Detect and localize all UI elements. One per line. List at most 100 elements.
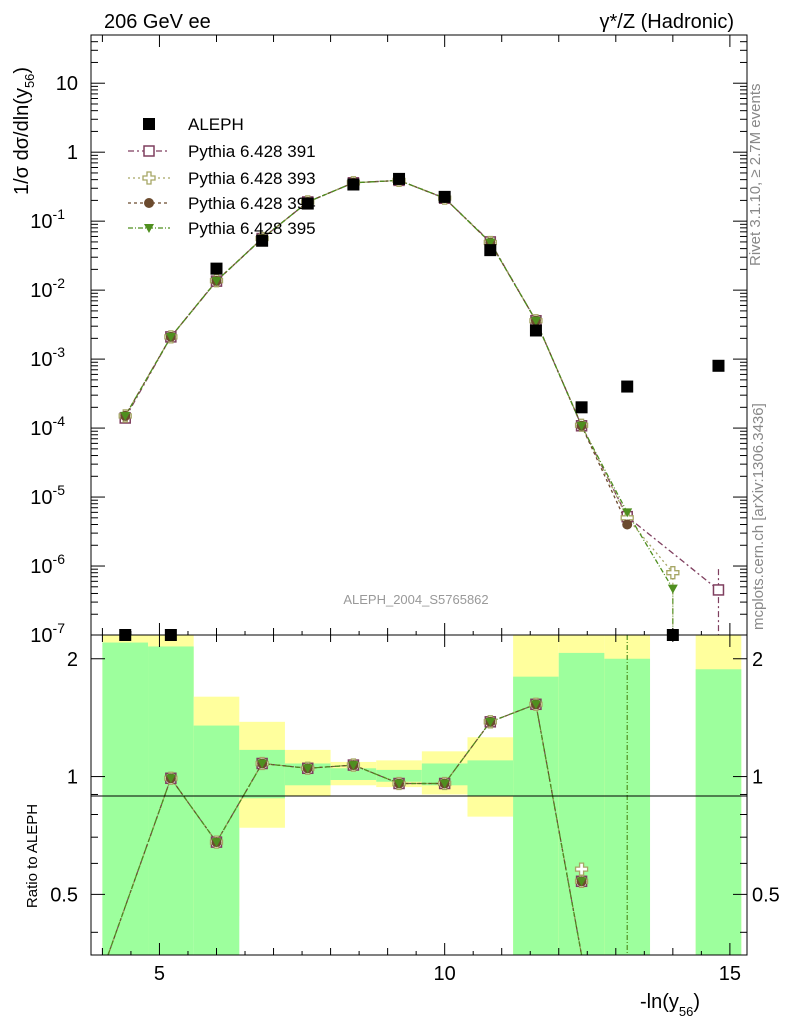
y-tick-exponent: -4 <box>53 413 66 429</box>
ratio-tick-label-right: 2 <box>752 649 763 671</box>
aleph-point <box>529 324 542 337</box>
y-tick-label: 10-5 <box>30 482 65 509</box>
marker-triangle <box>394 779 405 789</box>
ratio-tick-label-left: 0.5 <box>50 884 78 906</box>
band-green <box>102 642 149 955</box>
marker-circle <box>622 519 633 530</box>
aleph-point <box>484 244 497 257</box>
y-axis-title-close: ) <box>11 67 33 74</box>
y-tick-base: 10 <box>56 73 78 95</box>
y-axis-title-sub: 56 <box>22 74 37 88</box>
ratio-axis-title: Ratio to ALEPH <box>24 804 41 908</box>
legend-label: Pythia 6.428 393 <box>188 169 316 188</box>
aleph-point <box>575 401 588 414</box>
marker-triangle <box>485 717 496 727</box>
aleph-point <box>301 197 314 210</box>
x-tick-label: 5 <box>154 963 165 985</box>
band-green <box>148 646 194 955</box>
aleph-point <box>438 190 451 203</box>
x-axis-title-main: -ln(y <box>640 991 679 1013</box>
legend-label: Pythia 6.428 394 <box>188 194 316 213</box>
marker-triangle <box>485 238 496 248</box>
y-tick-label: 10-4 <box>30 413 65 440</box>
ratio-panel-frame <box>90 634 748 956</box>
y-tick-exponent: -7 <box>53 620 66 636</box>
ratio-curves <box>107 635 628 956</box>
marker-triangle <box>576 421 587 431</box>
y-tick-exponent: -2 <box>53 275 66 291</box>
series-line <box>124 179 674 574</box>
aleph-point <box>712 359 725 372</box>
y-tick-label: 10-6 <box>30 551 65 578</box>
marker-triangle <box>165 774 176 784</box>
x-tick-label: 10 <box>434 963 456 985</box>
y-tick-base: 10 <box>30 349 52 371</box>
marker-cross-open <box>142 171 156 185</box>
legend-label: ALEPH <box>188 115 244 134</box>
marker-cross-open <box>574 862 589 876</box>
ratio-tick-label-left: 1 <box>67 767 78 789</box>
y-tick-base: 10 <box>30 280 52 302</box>
ratio-tick-label-left: 2 <box>67 649 78 671</box>
ratio-line <box>107 703 583 956</box>
marker-triangle <box>165 332 176 342</box>
aleph-point <box>393 172 406 185</box>
band-green <box>376 769 422 782</box>
mc-curves <box>124 179 720 635</box>
y-tick-base: 10 <box>30 418 52 440</box>
aleph-point <box>256 234 269 247</box>
legend: ALEPH Pythia 6.428 391 Pythia 6.428 393 Pyt… <box>128 115 316 238</box>
y-tick-exponent: -1 <box>53 206 66 222</box>
y-tick-exponent: -3 <box>53 344 66 360</box>
legend-marker-aleph <box>143 118 155 130</box>
legend-label: Pythia 6.428 395 <box>188 219 316 238</box>
marker-triangle <box>211 276 222 286</box>
legend-label: Pythia 6.428 391 <box>188 142 316 161</box>
x-axis-title: -ln(y56) <box>640 991 700 1019</box>
x-tick-label: 15 <box>719 963 741 985</box>
y-tick-exponent: -6 <box>53 551 66 567</box>
aleph-point <box>621 380 634 393</box>
y-tick-base: 10 <box>30 625 52 647</box>
marker-square-open <box>712 584 725 596</box>
energy-label: 206 GeV ee <box>104 11 211 33</box>
marker-triangle <box>667 584 678 594</box>
marker-cross-open <box>666 566 680 580</box>
y-tick-base: 10 <box>30 211 52 233</box>
marker-triangle <box>144 224 154 233</box>
marker-triangle <box>120 411 131 421</box>
marker-triangle <box>302 764 313 774</box>
y-tick-exponent: -5 <box>53 482 66 498</box>
rivet-label: Rivet 3.1.10, ≥ 2.7M events <box>747 84 764 267</box>
y-tick-label: 10-2 <box>30 275 65 302</box>
y-tick-base: 10 <box>30 487 52 509</box>
x-axis-title-close: ) <box>693 991 700 1013</box>
marker-square-open <box>143 145 155 157</box>
marker-triangle <box>530 700 541 710</box>
ratio-tick-label-right: 1 <box>752 767 763 789</box>
y-tick-base: 1 <box>67 142 78 164</box>
analysis-watermark: ALEPH_2004_S5765862 <box>343 592 488 607</box>
x-axis-title-sub: 56 <box>679 1004 693 1019</box>
ratio-uncertainty-bands <box>102 635 742 955</box>
y-axis-title-main: 1/σ dσ/dln(y <box>11 88 33 195</box>
marker-triangle <box>576 877 587 887</box>
band-green <box>558 652 605 955</box>
marker-triangle <box>211 838 222 848</box>
y-tick-label: 10 <box>56 73 78 95</box>
process-label: γ*/Z (Hadronic) <box>600 11 734 33</box>
y-tick-label: 10-1 <box>30 206 65 233</box>
marker-triangle <box>530 316 541 326</box>
y-axis-title: 1/σ dσ/dln(y56) <box>11 67 37 195</box>
marker-triangle <box>257 759 268 769</box>
marker-triangle <box>622 508 633 518</box>
marker-circle <box>144 198 154 208</box>
y-tick-label: 10-3 <box>30 344 65 371</box>
band-green <box>695 669 742 955</box>
series-line <box>124 179 674 589</box>
aleph-point <box>210 262 223 275</box>
marker-triangle <box>348 761 359 771</box>
y-tick-label: 10-7 <box>30 620 65 647</box>
